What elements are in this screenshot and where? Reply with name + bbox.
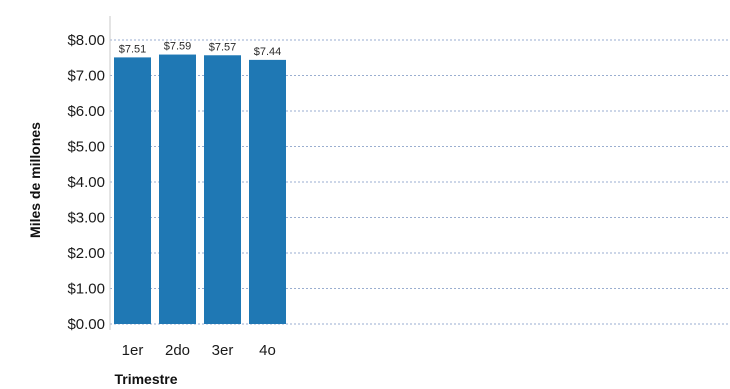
y-tick-label: $0.00: [67, 316, 105, 333]
y-tick-label: $2.00: [67, 245, 105, 262]
y-axis-ticks: $0.00 $1.00 $2.00 $3.00 $4.00 $5.00 $6.00 $7.00…: [67, 32, 105, 333]
bar-4o: [249, 59, 286, 324]
y-axis-title: Miles de millones: [27, 122, 43, 238]
y-tick-label: $6.00: [67, 103, 105, 120]
x-axis-ticks: 1er 2do 3er 4o: [122, 342, 276, 359]
x-tick-label: 1er: [122, 342, 144, 359]
y-tick-label: $5.00: [67, 139, 105, 156]
bar-1er: [114, 57, 151, 325]
data-label: $7.44: [254, 46, 282, 58]
y-tick-label: $8.00: [67, 32, 105, 49]
bar-2do: [159, 54, 196, 325]
x-tick-label: 4o: [259, 342, 276, 359]
bars: [114, 54, 286, 325]
x-tick-label: 3er: [212, 342, 234, 359]
y-tick-label: $1.00: [67, 281, 105, 298]
data-labels: $7.51 $7.59 $7.57 $7.44: [119, 41, 282, 58]
y-tick-label: $4.00: [67, 174, 105, 191]
data-label: $7.59: [164, 41, 192, 53]
data-label: $7.57: [209, 41, 237, 53]
x-tick-label: 2do: [165, 342, 190, 359]
y-tick-label: $7.00: [67, 68, 105, 85]
data-label: $7.51: [119, 43, 147, 55]
y-tick-label: $3.00: [67, 210, 105, 227]
x-axis-title: Trimestre: [114, 371, 177, 387]
gridlines: [110, 39, 728, 325]
bar-3er: [204, 55, 241, 324]
